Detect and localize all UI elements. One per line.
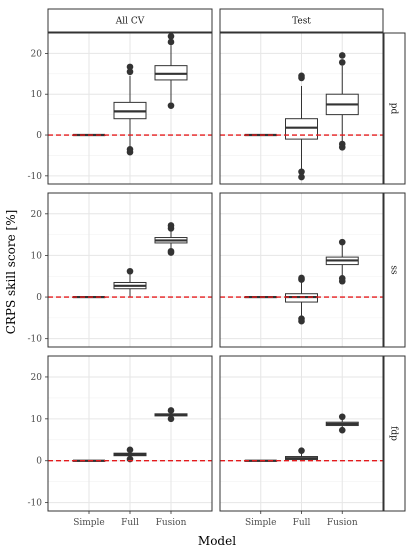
column-strip xyxy=(47,8,213,33)
outlier-point xyxy=(338,238,346,246)
box-full xyxy=(285,72,318,181)
box-fusion xyxy=(325,238,359,285)
box-full xyxy=(113,267,147,298)
box-fusion xyxy=(154,407,188,423)
x-tick-label: Full xyxy=(293,518,311,528)
panel-border xyxy=(219,32,384,185)
y-tick-label: -10 xyxy=(28,499,43,509)
column-strip-label: Test xyxy=(292,17,311,27)
row-strip-label: fdp xyxy=(389,426,399,441)
box-full xyxy=(285,447,318,461)
y-tick-label: 20 xyxy=(31,210,43,220)
y-tick-label: 0 xyxy=(36,131,42,141)
y-tick-label: -10 xyxy=(28,172,43,182)
box-iqr xyxy=(285,118,318,140)
y-tick-label: 10 xyxy=(31,251,43,261)
y-tick-label: 20 xyxy=(31,49,43,59)
outlier-point xyxy=(167,247,175,255)
y-tick-label: 20 xyxy=(31,373,43,383)
outlier-point xyxy=(338,59,346,66)
outlier-point xyxy=(338,52,346,59)
outlier-point xyxy=(298,72,305,80)
y-tick-label: 10 xyxy=(31,415,43,425)
outlier-point xyxy=(338,413,346,421)
outlier-point xyxy=(126,63,134,71)
outlier-point xyxy=(126,446,134,454)
outlier-point xyxy=(167,102,175,109)
panel-border xyxy=(47,32,213,185)
y-tick-label: 10 xyxy=(31,90,43,100)
outlier-point xyxy=(126,68,134,76)
outlier-point xyxy=(298,168,305,176)
x-tick-label: Full xyxy=(121,518,139,528)
box-fusion xyxy=(325,52,359,151)
panel-border xyxy=(219,192,384,348)
outlier-point xyxy=(126,267,134,275)
y-tick-label: 0 xyxy=(36,457,42,467)
box-fusion xyxy=(154,32,188,109)
y-tick-label: -10 xyxy=(28,335,43,345)
x-axis-title: Model xyxy=(198,534,236,548)
panel-border xyxy=(47,192,213,348)
panel-border xyxy=(47,355,213,512)
row-strip-label: pd xyxy=(389,103,399,115)
x-tick-label: Simple xyxy=(73,518,105,528)
y-tick-label: 0 xyxy=(36,293,42,303)
row-strip xyxy=(383,355,406,512)
row-strip xyxy=(383,192,406,348)
x-tick-label: Fusion xyxy=(156,518,187,528)
outlier-point xyxy=(167,407,175,414)
column-strip xyxy=(219,8,384,33)
column-strip-label: All CV xyxy=(115,17,145,27)
outlier-point xyxy=(338,143,346,151)
outlier-point xyxy=(298,447,305,454)
box-full xyxy=(113,63,147,156)
y-axis-title: CRPS skill score [%] xyxy=(4,210,18,335)
x-tick-label: Simple xyxy=(245,518,277,528)
outlier-point xyxy=(298,274,305,282)
x-tick-label: Fusion xyxy=(327,518,358,528)
outlier-point xyxy=(338,275,346,282)
outlier-point xyxy=(126,146,134,153)
outlier-point xyxy=(167,32,175,40)
row-strip xyxy=(383,32,406,185)
outlier-point xyxy=(167,38,175,46)
box-fusion xyxy=(154,222,188,256)
box-fusion xyxy=(325,413,359,434)
row-strip-label: ss xyxy=(389,265,399,275)
outlier-point xyxy=(298,317,305,325)
outlier-point xyxy=(167,222,175,229)
panel-border xyxy=(219,355,384,512)
outlier-point xyxy=(338,426,346,434)
outlier-point xyxy=(298,173,305,181)
outlier-point xyxy=(167,415,175,423)
